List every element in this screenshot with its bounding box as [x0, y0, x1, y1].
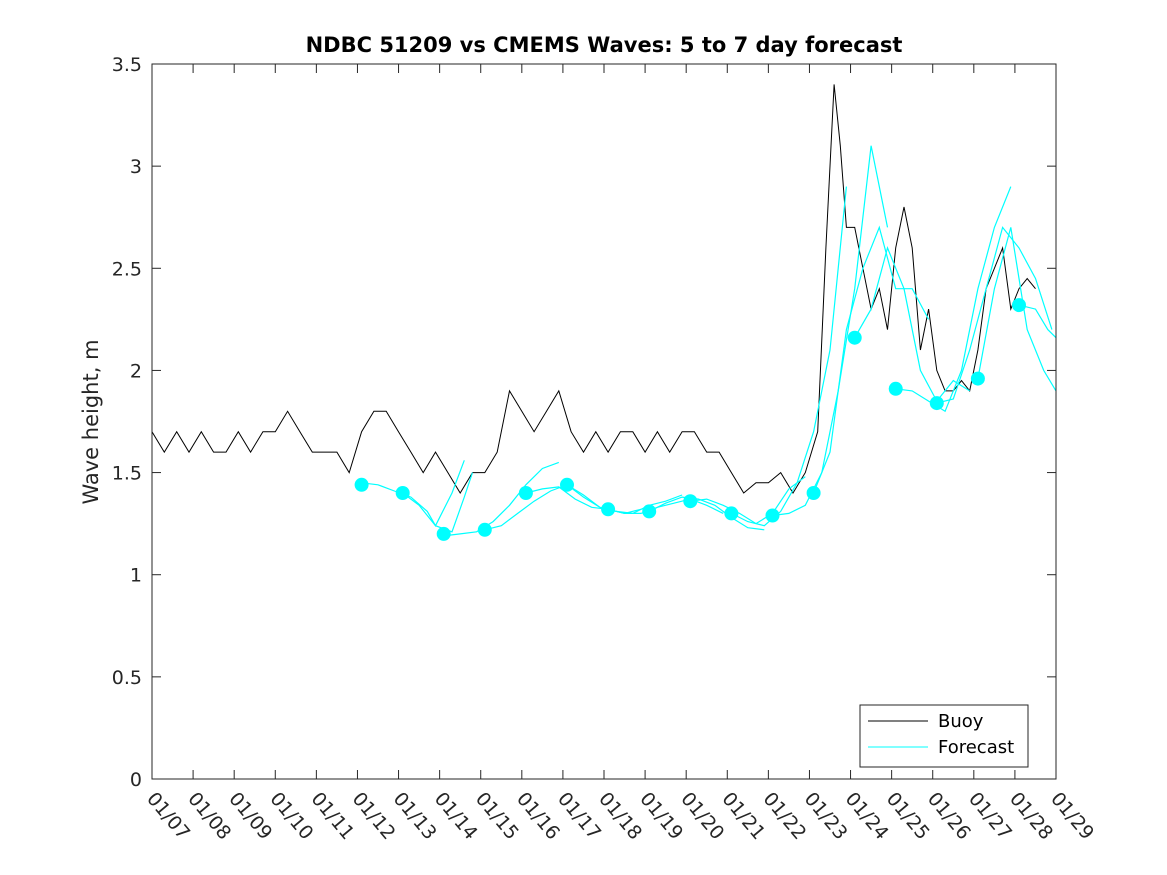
y-tick-label: 2.5 — [112, 258, 142, 280]
x-tick-label: 01/29 — [1046, 788, 1098, 844]
forecast-marker — [518, 486, 533, 500]
legend-forecast-label: Forecast — [938, 737, 1014, 758]
forecast-line-9 — [690, 476, 806, 525]
y-tick-label: 1 — [130, 565, 142, 587]
forecast-line-6 — [566, 484, 683, 515]
x-tick-label: 01/13 — [389, 788, 441, 844]
x-tick-label: 01/20 — [676, 788, 728, 844]
buoy-line — [151, 84, 1036, 494]
forecast-line-14 — [895, 186, 1012, 413]
x-tick-label: 01/12 — [348, 788, 400, 844]
forecast-marker — [888, 381, 903, 396]
forecast-marker — [642, 504, 657, 519]
forecast-line-10 — [731, 186, 847, 527]
forecast-marker — [1012, 298, 1026, 313]
x-tick-label: 01/23 — [800, 788, 852, 844]
forecast-marker — [683, 494, 698, 509]
forecast-line-4 — [484, 484, 601, 531]
x-tick-label: 01/11 — [307, 788, 359, 844]
forecast-line-8 — [648, 496, 765, 531]
y-tick-label: 3.5 — [112, 54, 142, 76]
x-tick-label: 01/27 — [964, 788, 1016, 844]
y-tick-label: 1.5 — [112, 463, 142, 485]
forecast-marker — [806, 486, 821, 500]
legend-buoy-label: Buoy — [938, 711, 984, 732]
forecast-markers — [354, 298, 1026, 541]
forecast-line-3 — [443, 461, 560, 537]
forecast-marker — [724, 506, 739, 521]
x-tick-label: 01/19 — [635, 788, 687, 844]
legend: Buoy Forecast — [859, 704, 1029, 768]
forecast-marker — [560, 477, 574, 492]
x-tick-label: 01/28 — [1005, 788, 1057, 844]
x-tick-label: 01/17 — [553, 788, 605, 844]
y-axis-label: Wave height, m — [79, 339, 103, 504]
chart-title: NDBC 51209 vs CMEMS Waves: 5 to 7 day fo… — [306, 33, 903, 57]
forecast-line-16 — [977, 227, 1057, 392]
y-tick-label: 3 — [130, 156, 142, 178]
forecast-marker — [970, 371, 985, 386]
forecast-marker — [395, 486, 410, 500]
x-tick-label: 01/26 — [923, 788, 975, 844]
forecast-marker — [847, 330, 862, 345]
forecast-line-17 — [1018, 304, 1057, 339]
forecast-marker — [354, 477, 369, 492]
plot-area — [152, 64, 1056, 779]
y-tick-label: 0 — [130, 769, 142, 791]
forecast-marker — [436, 526, 451, 541]
forecast-line-7 — [607, 498, 724, 515]
forecast-line-11 — [772, 145, 889, 517]
x-tick-label: 01/18 — [594, 788, 646, 844]
forecast-series — [361, 145, 1057, 537]
forecast-line-12 — [813, 225, 930, 494]
x-tick-label: 01/16 — [512, 788, 564, 844]
x-tick-label: 01/22 — [759, 788, 811, 844]
x-tick-label: 01/24 — [841, 788, 893, 844]
buoy-series — [151, 84, 1036, 494]
forecast-line-15 — [936, 226, 1053, 404]
x-tick-label: 01/10 — [265, 788, 317, 844]
x-tick-label: 01/09 — [224, 788, 276, 844]
x-tick-label: 01/15 — [471, 788, 523, 844]
x-tick-label: 01/21 — [717, 788, 769, 844]
x-tick-label: 01/25 — [882, 788, 934, 844]
y-tick-label: 2 — [130, 360, 142, 382]
y-tick-label: 0.5 — [112, 667, 142, 689]
forecast-line-13 — [854, 246, 971, 403]
forecast-marker — [477, 522, 492, 537]
forecast-line-1 — [361, 460, 465, 527]
x-tick-label: 01/14 — [430, 788, 482, 844]
forecast-marker — [929, 396, 944, 411]
legend-box — [859, 704, 1029, 768]
forecast-marker — [601, 502, 616, 517]
forecast-marker — [765, 508, 780, 523]
x-tick-label: 01/08 — [183, 788, 235, 844]
x-tick-label: 01/07 — [142, 788, 194, 844]
